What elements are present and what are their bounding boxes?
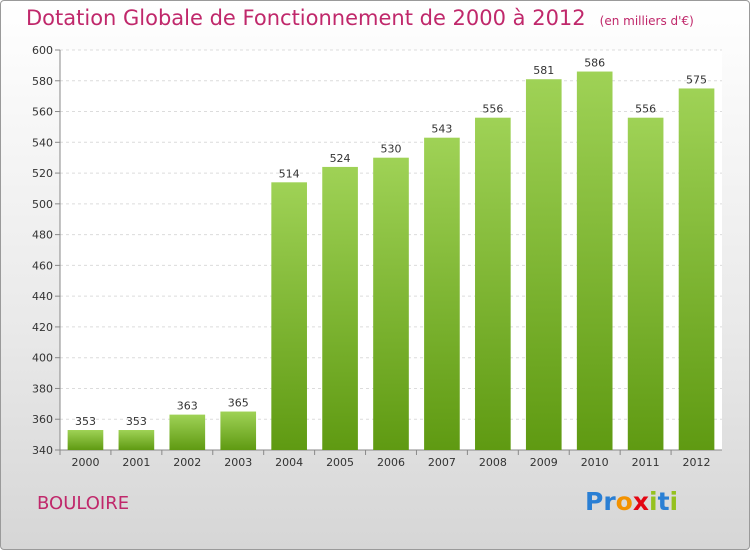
value-label-2000: 353 bbox=[75, 415, 96, 428]
value-label-2011: 556 bbox=[635, 103, 656, 116]
x-tick-label-2010: 2010 bbox=[581, 456, 609, 469]
x-tick-label-2002: 2002 bbox=[173, 456, 201, 469]
x-tick-label-2007: 2007 bbox=[428, 456, 456, 469]
bar-2008 bbox=[475, 117, 511, 450]
value-label-2003: 365 bbox=[228, 397, 249, 410]
y-tick-label: 440 bbox=[32, 290, 53, 303]
x-tick-label-2005: 2005 bbox=[326, 456, 354, 469]
bar-2011 bbox=[627, 117, 664, 450]
value-label-2004: 514 bbox=[279, 167, 300, 180]
value-label-2006: 530 bbox=[381, 143, 402, 156]
x-tick-label-2001: 2001 bbox=[122, 456, 150, 469]
x-tick-label-2012: 2012 bbox=[683, 456, 711, 469]
value-label-2010: 586 bbox=[584, 57, 605, 70]
bar-2009 bbox=[525, 79, 562, 450]
bar-2010 bbox=[576, 71, 613, 451]
y-tick-label: 400 bbox=[32, 352, 53, 365]
y-tick-label: 580 bbox=[32, 75, 53, 88]
chart-title: Dotation Globale de Fonctionnement de 20… bbox=[26, 6, 694, 30]
town-name: BOULOIRE bbox=[37, 493, 130, 514]
x-tick-label-2004: 2004 bbox=[275, 456, 303, 469]
bar-2002 bbox=[169, 414, 206, 450]
x-tick-label-2008: 2008 bbox=[479, 456, 507, 469]
value-label-2002: 363 bbox=[177, 400, 198, 413]
bar-2000 bbox=[67, 430, 104, 450]
x-tick-label-2011: 2011 bbox=[632, 456, 660, 469]
x-tick-label-2006: 2006 bbox=[377, 456, 405, 469]
value-label-2012: 575 bbox=[686, 73, 707, 86]
value-label-2008: 556 bbox=[482, 103, 503, 116]
y-tick-label: 520 bbox=[32, 167, 53, 180]
y-tick-label: 540 bbox=[32, 136, 53, 149]
y-tick-label: 420 bbox=[32, 321, 53, 334]
chart-title-text: Dotation Globale de Fonctionnement de 20… bbox=[26, 6, 586, 30]
bar-2007 bbox=[424, 137, 460, 450]
chart-subtitle: (en milliers d'€) bbox=[599, 14, 694, 28]
value-label-2007: 543 bbox=[431, 123, 452, 136]
y-tick-label: 460 bbox=[32, 259, 53, 272]
y-tick-label: 560 bbox=[32, 106, 53, 119]
bar-2003 bbox=[220, 411, 257, 450]
x-tick-label-2003: 2003 bbox=[224, 456, 252, 469]
bar-2004 bbox=[271, 182, 307, 451]
y-tick-label: 380 bbox=[32, 382, 53, 395]
x-tick-label-2009: 2009 bbox=[530, 456, 558, 469]
bar-2001 bbox=[118, 430, 155, 450]
value-label-2005: 524 bbox=[330, 152, 351, 165]
y-tick-label: 500 bbox=[32, 198, 53, 211]
y-tick-label: 600 bbox=[32, 44, 53, 57]
x-tick-label-2000: 2000 bbox=[71, 456, 99, 469]
proxiti-logo: Proxiti bbox=[585, 487, 679, 516]
value-label-2009: 581 bbox=[533, 64, 554, 77]
bar-2012 bbox=[678, 88, 715, 450]
bar-2005 bbox=[322, 166, 358, 450]
value-label-2001: 353 bbox=[126, 415, 147, 428]
y-tick-label: 360 bbox=[32, 413, 53, 426]
y-tick-label: 480 bbox=[32, 229, 53, 242]
y-tick-label: 340 bbox=[32, 444, 53, 457]
bar-2006 bbox=[373, 157, 409, 450]
